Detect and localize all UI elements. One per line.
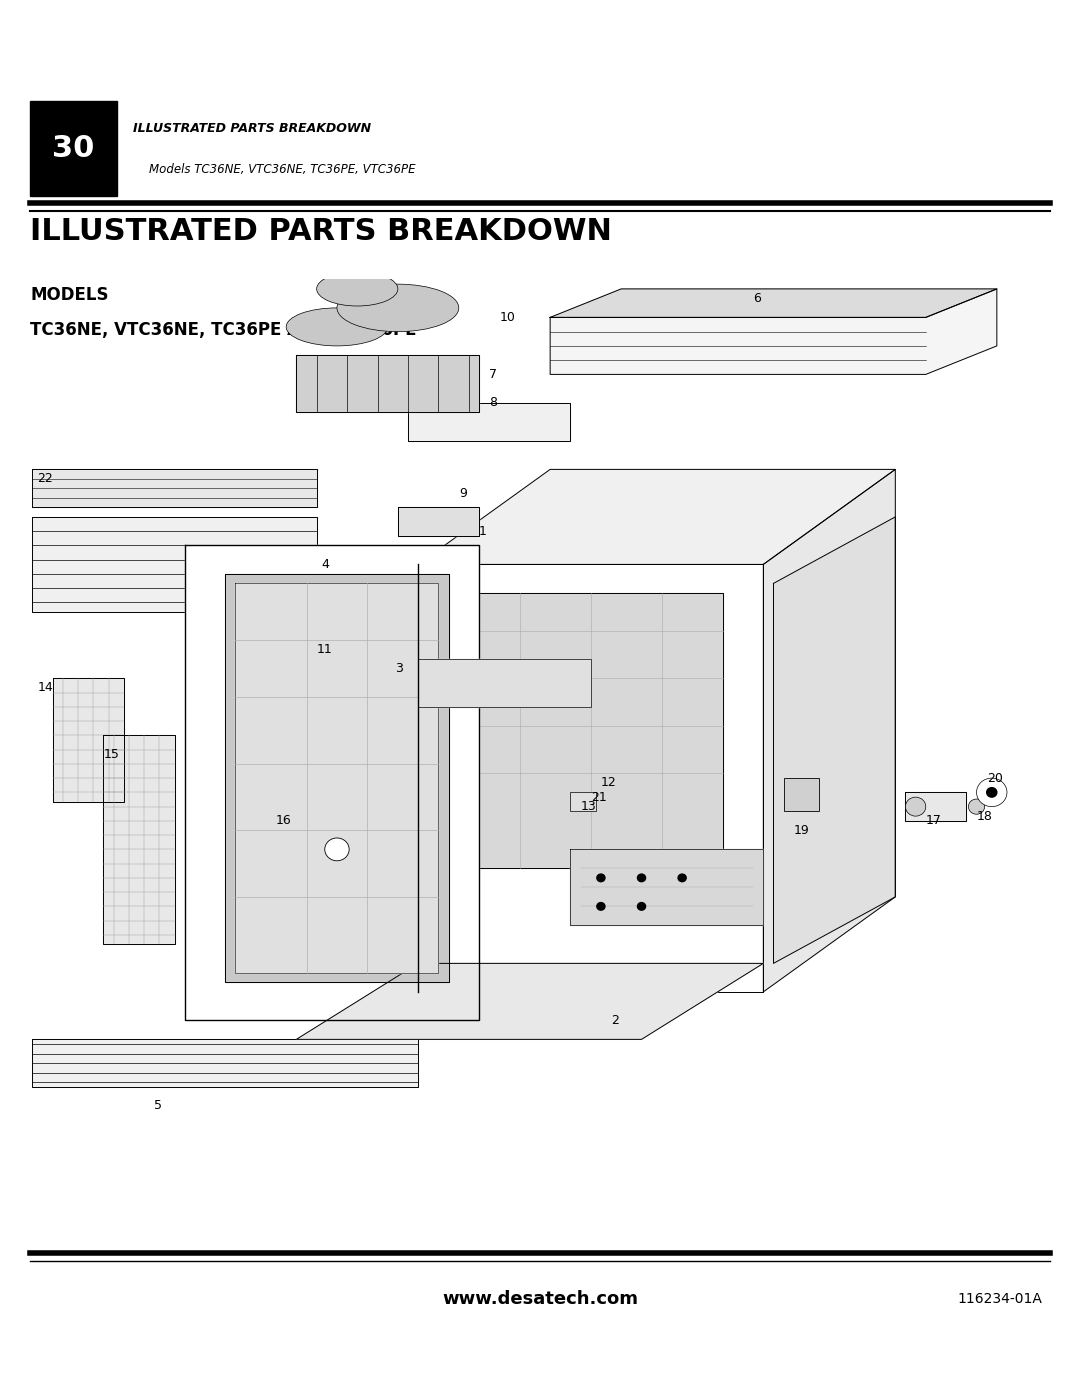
Text: 2: 2 <box>611 1014 619 1027</box>
Polygon shape <box>764 469 895 992</box>
Text: 15: 15 <box>104 747 119 761</box>
Bar <box>30 101 117 196</box>
Circle shape <box>637 902 646 911</box>
Polygon shape <box>905 792 967 821</box>
Text: 3: 3 <box>395 662 403 675</box>
Text: 13: 13 <box>581 800 596 813</box>
Bar <box>570 792 596 812</box>
Polygon shape <box>418 659 591 707</box>
Polygon shape <box>296 964 764 1039</box>
Text: 19: 19 <box>794 824 810 837</box>
Polygon shape <box>418 564 764 992</box>
Text: 30: 30 <box>52 134 95 162</box>
Polygon shape <box>408 402 570 441</box>
Text: 6: 6 <box>753 292 761 305</box>
Text: 9: 9 <box>459 486 467 500</box>
Circle shape <box>678 875 686 882</box>
Polygon shape <box>550 289 997 374</box>
Polygon shape <box>104 735 175 944</box>
Text: 7: 7 <box>489 367 497 381</box>
Text: Models TC36NE, VTC36NE, TC36PE, VTC36PE: Models TC36NE, VTC36NE, TC36PE, VTC36PE <box>149 163 416 176</box>
Polygon shape <box>448 592 723 869</box>
Circle shape <box>597 875 605 882</box>
Polygon shape <box>32 469 316 507</box>
Polygon shape <box>53 679 124 802</box>
Ellipse shape <box>316 272 397 306</box>
Polygon shape <box>226 574 448 982</box>
Polygon shape <box>32 1039 418 1087</box>
Polygon shape <box>773 517 895 964</box>
Text: 20: 20 <box>987 771 1002 785</box>
Circle shape <box>969 799 985 814</box>
Text: 5: 5 <box>154 1099 162 1112</box>
Polygon shape <box>296 355 480 412</box>
Text: 8: 8 <box>489 397 497 409</box>
Text: 18: 18 <box>976 810 993 823</box>
Text: TC36NE, VTC36NE, TC36PE AND VTC36PE: TC36NE, VTC36NE, TC36PE AND VTC36PE <box>30 321 417 339</box>
Circle shape <box>987 788 997 798</box>
Text: 21: 21 <box>591 791 607 803</box>
Text: www.desatech.com: www.desatech.com <box>442 1291 638 1308</box>
Circle shape <box>637 875 646 882</box>
Text: 10: 10 <box>499 312 515 324</box>
Polygon shape <box>418 469 895 564</box>
Circle shape <box>597 902 605 911</box>
Polygon shape <box>235 584 438 972</box>
Polygon shape <box>397 507 480 536</box>
Circle shape <box>325 838 349 861</box>
Polygon shape <box>570 849 764 925</box>
Ellipse shape <box>337 284 459 331</box>
Circle shape <box>905 798 926 816</box>
Text: 12: 12 <box>600 777 617 789</box>
Ellipse shape <box>286 307 388 346</box>
Polygon shape <box>550 289 997 317</box>
Circle shape <box>976 778 1007 806</box>
Text: 11: 11 <box>316 644 333 657</box>
Text: 16: 16 <box>276 814 292 827</box>
Text: MODELS: MODELS <box>30 286 109 305</box>
Text: 17: 17 <box>926 814 942 827</box>
Text: 116234-01A: 116234-01A <box>957 1292 1042 1306</box>
Text: 14: 14 <box>38 682 53 694</box>
Text: ILLUSTRATED PARTS BREAKDOWN: ILLUSTRATED PARTS BREAKDOWN <box>30 217 612 246</box>
Polygon shape <box>32 517 316 612</box>
Text: 4: 4 <box>322 557 329 571</box>
Text: 22: 22 <box>38 472 53 485</box>
Text: ILLUSTRATED PARTS BREAKDOWN: ILLUSTRATED PARTS BREAKDOWN <box>133 122 370 134</box>
Text: 1: 1 <box>480 525 487 538</box>
Bar <box>784 778 819 812</box>
Polygon shape <box>185 545 480 1020</box>
